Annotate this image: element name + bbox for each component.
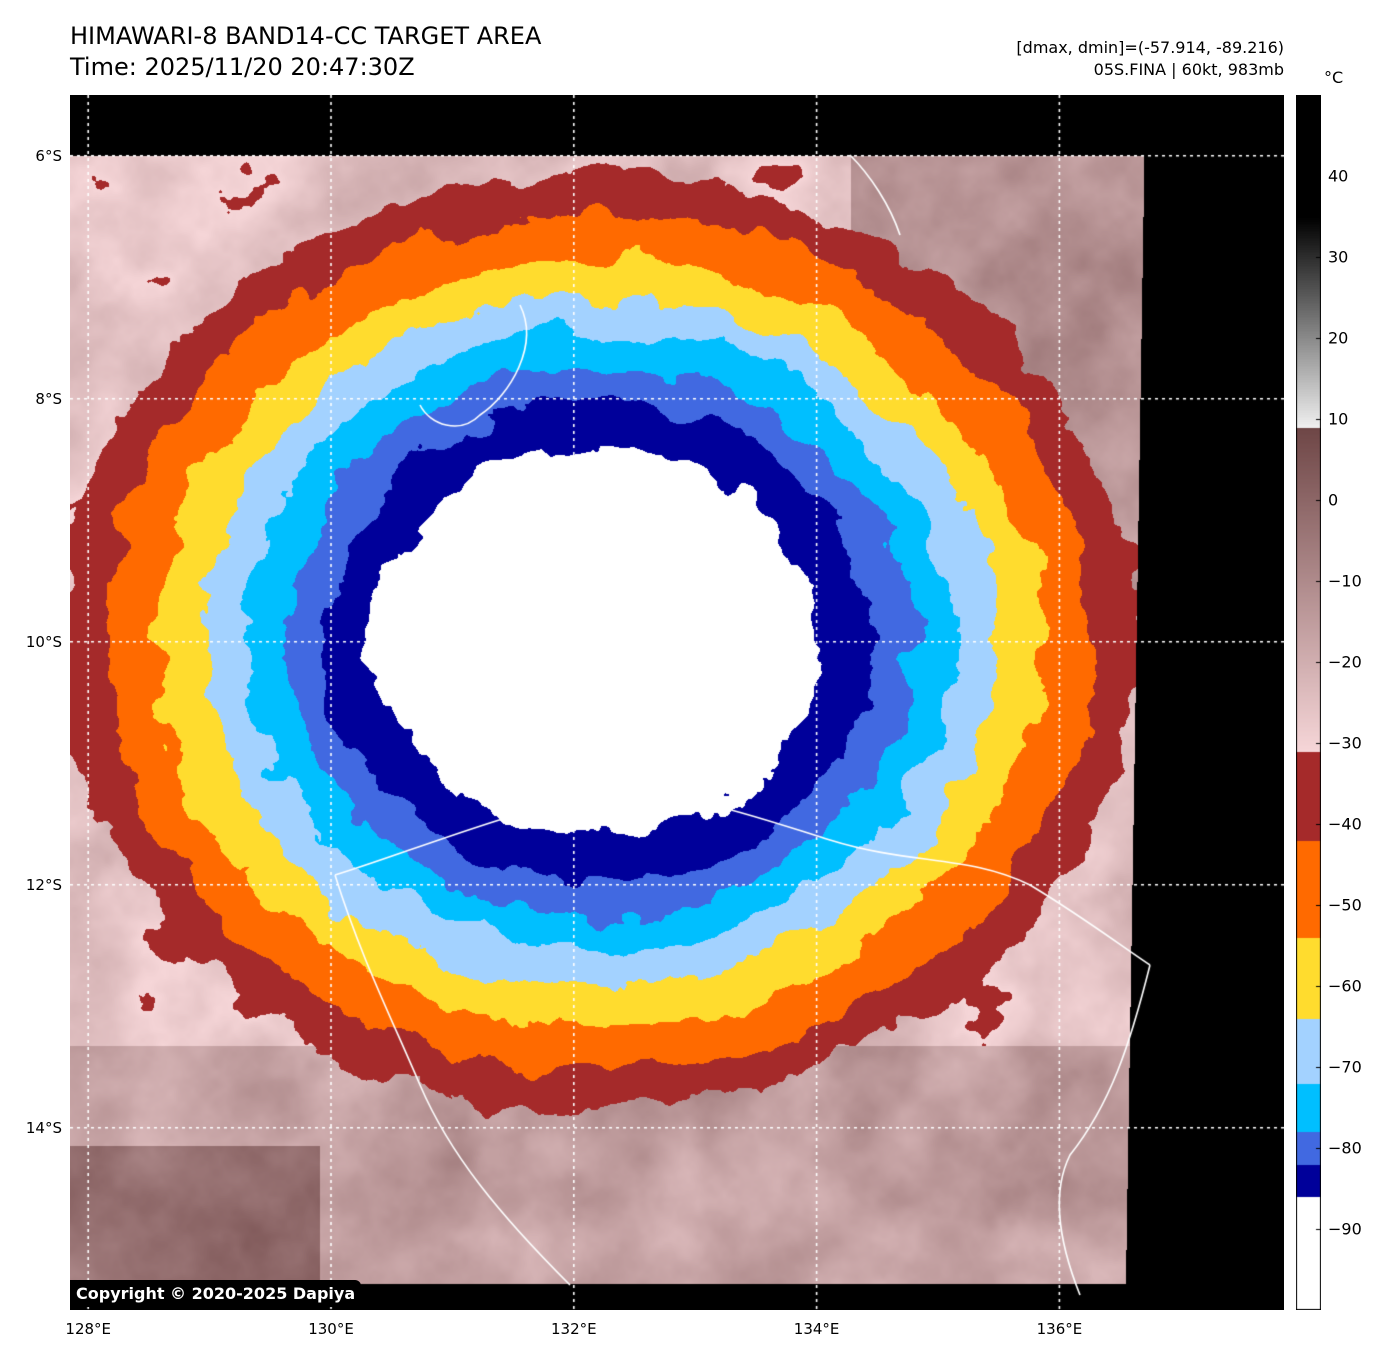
latitude-label: 12°S [25,875,62,894]
title-line-1: HIMAWARI-8 BAND14-CC TARGET AREA [70,22,542,50]
latitude-label: 6°S [35,146,62,165]
colorbar-tick-label: −40 [1328,814,1362,834]
latitude-label: 10°S [25,632,62,651]
colorbar-tick-label: −20 [1328,652,1362,672]
title-line-2: Time: 2025/11/20 20:47:30Z [70,53,415,81]
colorbar-unit: °C [1324,68,1344,87]
latitude-label: 14°S [25,1118,62,1137]
colorbar-tick-label: 20 [1328,328,1349,348]
latitude-label: 8°S [35,389,62,408]
colorbar-tick-label: −10 [1328,571,1362,591]
satellite-ir-map [70,95,1284,1310]
colorbar [1296,95,1321,1310]
storm-text: 05S.FINA | 60kt, 983mb [1093,60,1284,79]
range-text: [dmax, dmin]=(-57.914, -89.216) [1016,38,1284,57]
colorbar-tick-label: −50 [1328,895,1362,915]
longitude-label: 134°E [793,1320,840,1338]
colorbar-tick-label: −60 [1328,976,1362,996]
colorbar-tick-label: 0 [1328,490,1339,510]
longitude-label: 136°E [1036,1320,1083,1338]
longitude-label: 130°E [308,1320,354,1338]
colorbar-tick-label: 30 [1328,247,1349,267]
longitude-label: 132°E [550,1320,597,1338]
longitude-label: 128°E [65,1320,112,1338]
copyright-badge: Copyright © 2020-2025 Dapiya [70,1280,362,1307]
colorbar-tick-label: −70 [1328,1057,1362,1077]
colorbar-tick-label: −80 [1328,1138,1362,1158]
colorbar-tick-label: 10 [1328,409,1349,429]
colorbar-tick-label: −30 [1328,733,1362,753]
colorbar-tick-label: −90 [1328,1219,1362,1239]
colorbar-tick-label: 40 [1328,166,1349,186]
